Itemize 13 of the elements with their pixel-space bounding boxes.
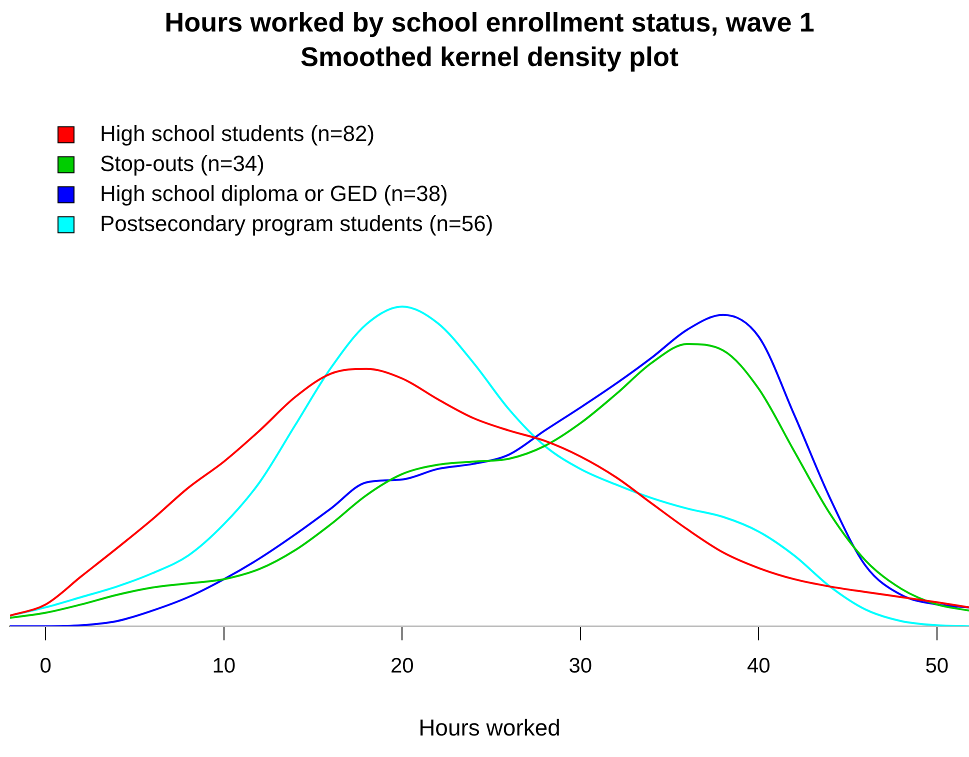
legend-label: Postsecondary program students (n=56) <box>100 210 494 236</box>
x-tick-label: 10 <box>212 654 236 678</box>
x-tick-label: 50 <box>925 654 949 678</box>
legend-label: High school diploma or GED (n=38) <box>100 180 448 206</box>
x-tick-label: 40 <box>746 654 770 678</box>
legend-label: Stop-outs (n=34) <box>100 150 264 176</box>
x-tick-label: 20 <box>390 654 414 678</box>
x-axis-title: Hours worked <box>418 714 560 741</box>
x-tick-label: 0 <box>40 654 52 678</box>
legend-label: High school students (n=82) <box>100 120 375 146</box>
x-tick-label: 30 <box>568 654 592 678</box>
chart-subtitle: Smoothed kernel density plot <box>300 42 679 72</box>
chart-title: Hours worked by school enrollment status, wave 1 <box>164 8 814 38</box>
